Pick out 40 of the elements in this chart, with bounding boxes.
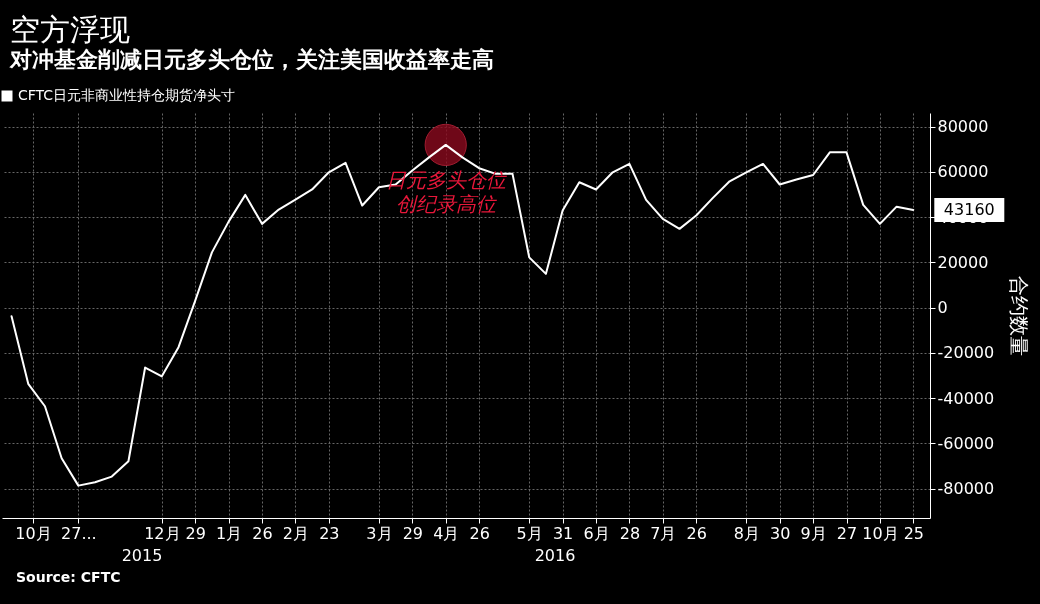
x-tick-label: 4月: [433, 523, 460, 543]
x-tick-label: 1月: [216, 523, 243, 543]
y-tick-label: -40000: [937, 388, 995, 408]
x-tick-label: 31: [552, 523, 574, 543]
legend-label: CFTC日元非商业性持仓期货净头寸: [18, 87, 236, 103]
x-tick-label: 29: [402, 523, 423, 543]
y-tick-label: 20000: [937, 252, 989, 272]
y-tick-label: -60000: [937, 433, 995, 453]
x-tick-label: 9月: [800, 523, 827, 543]
y-axis-title: 合约数量: [1007, 276, 1032, 356]
x-tick-label: 25: [903, 523, 924, 543]
y-tick-label: -20000: [937, 343, 995, 363]
x-tick-label: 2月: [282, 523, 310, 543]
x-tick-label: 6月: [583, 523, 610, 543]
chart-title: 空方浮现: [10, 12, 130, 47]
x-tick-label: 23: [319, 523, 340, 543]
y-tick-label: -80000: [937, 479, 995, 499]
x-tick-label: 10月: [862, 523, 899, 543]
y-tick-label: 60000: [937, 162, 989, 182]
x-tick-label: 12月: [144, 523, 181, 543]
x-tick-label: 29: [185, 523, 206, 543]
x-tick-label: 7月: [650, 523, 677, 543]
x-tick-label: 26: [469, 523, 490, 543]
data-label: 43160: [943, 199, 995, 219]
x-tick-label: 30: [770, 523, 791, 543]
y-tick-label: 80000: [937, 117, 989, 137]
source-note: Source: CFTC: [16, 569, 121, 585]
text: 2016: [534, 546, 576, 565]
x-tick-label: 28: [619, 523, 641, 543]
x-tick-label: 26: [686, 523, 707, 543]
text: 2015: [121, 546, 163, 565]
x-tick-label: 27: [836, 523, 858, 543]
x-tick-label: 3月: [366, 523, 393, 543]
x-tick-label: 10月: [15, 523, 52, 543]
x-tick-label: 26: [252, 523, 273, 543]
chart-subtitle: 对冲基金削减日元多头仓位，关注美国收益率走高: [9, 47, 494, 72]
x-tick-label: 27...: [61, 523, 97, 543]
x-tick-label: 8月: [733, 523, 760, 543]
y-tick-label: 0: [937, 298, 948, 318]
x-tick-label: 5月: [516, 523, 543, 543]
